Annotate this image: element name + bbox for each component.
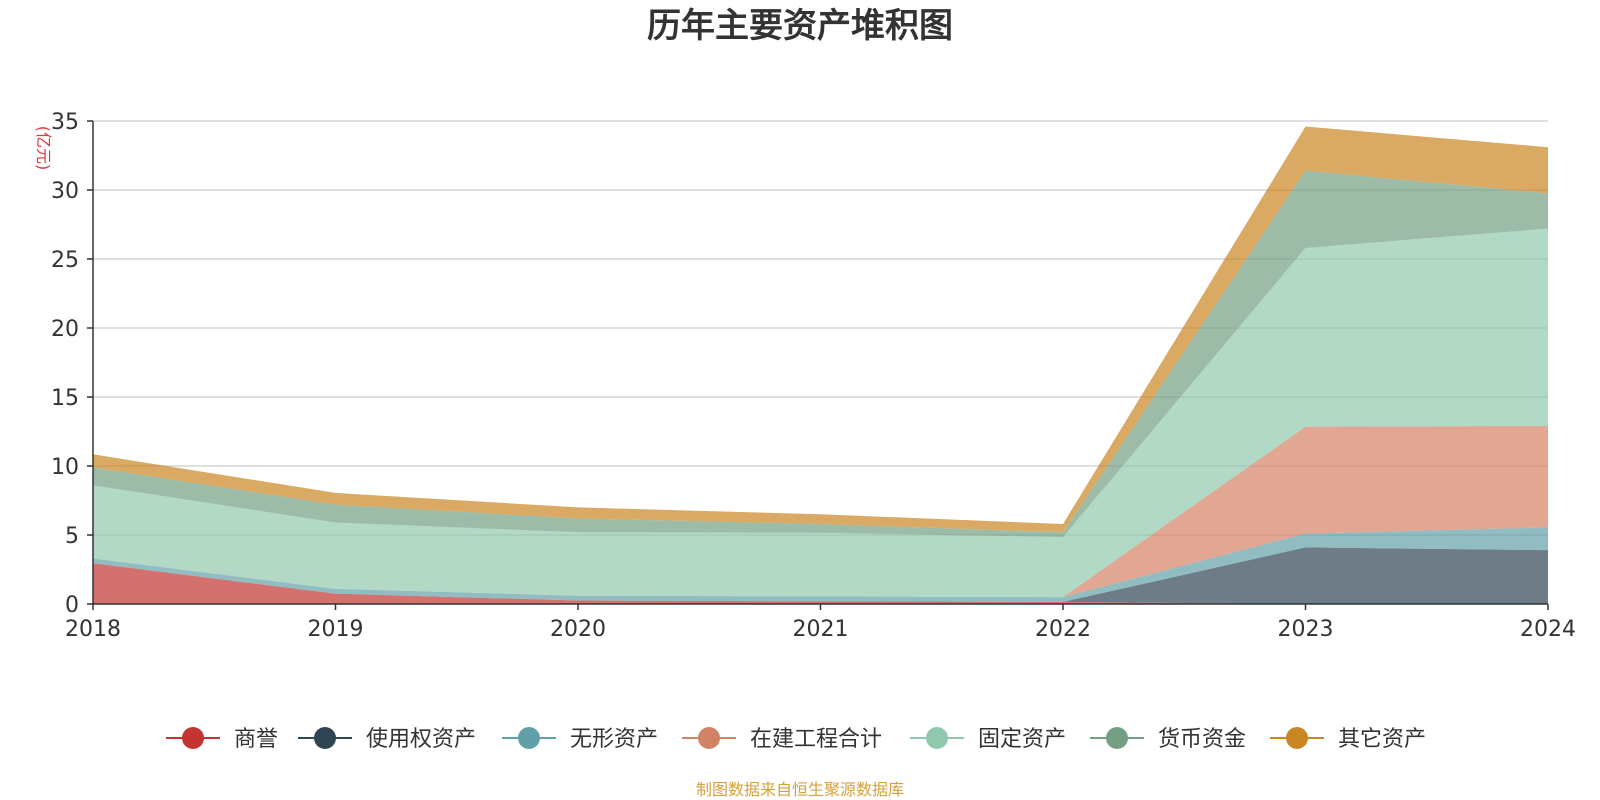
- x-tick-label: 2018: [65, 617, 121, 642]
- y-tick-label: 10: [51, 455, 79, 480]
- x-tick-label: 2021: [793, 617, 849, 642]
- legend-circle-marker: [698, 727, 720, 749]
- x-tick-label: 2019: [308, 617, 364, 642]
- legend-item-1[interactable]: 使用权资产: [298, 727, 476, 752]
- area-series-2: [93, 527, 1548, 602]
- x-tick-label: 2022: [1035, 617, 1091, 642]
- area-series-1: [93, 547, 1548, 604]
- axes: 0 5 10 15 20 25 30 35 2018 2019 2020 2021 2022 2023 20…: [51, 110, 1576, 642]
- legend-label: 使用权资产: [366, 727, 476, 752]
- legend-circle-marker: [1106, 727, 1128, 749]
- legend-label: 在建工程合计: [750, 727, 882, 752]
- legend: 商誉 使用权资产 无形资产 在建工程合计 固定资产 货币资金 其它资产: [166, 727, 1426, 752]
- area-series-4: [93, 228, 1548, 598]
- legend-item-4[interactable]: 固定资产: [910, 727, 1066, 752]
- legend-circle-marker: [182, 727, 204, 749]
- y-tick-label: 35: [51, 110, 79, 135]
- legend-label: 商誉: [234, 727, 278, 752]
- legend-item-2[interactable]: 无形资产: [502, 727, 658, 752]
- chart-title: 历年主要资产堆积图: [647, 6, 953, 46]
- legend-item-5[interactable]: 货币资金: [1090, 727, 1246, 752]
- legend-circle-marker: [314, 727, 336, 749]
- legend-label: 其它资产: [1338, 727, 1426, 752]
- legend-circle-marker: [1286, 727, 1308, 749]
- area-series-6: [93, 126, 1548, 533]
- legend-label: 无形资产: [570, 727, 658, 752]
- y-tick-label: 30: [51, 179, 79, 204]
- legend-circle-marker: [926, 727, 948, 749]
- x-tick-label: 2023: [1278, 617, 1334, 642]
- legend-item-3[interactable]: 在建工程合计: [682, 727, 882, 752]
- y-tick-label: 5: [65, 524, 79, 549]
- data-source-note: 制图数据来自恒生聚源数据库: [696, 780, 904, 799]
- x-tick-label: 2024: [1520, 617, 1576, 642]
- legend-item-6[interactable]: 其它资产: [1270, 727, 1426, 752]
- legend-label: 固定资产: [978, 727, 1066, 752]
- legend-label: 货币资金: [1158, 727, 1246, 752]
- area-series-3: [93, 425, 1548, 598]
- y-tick-label: 20: [51, 317, 79, 342]
- legend-circle-marker: [518, 727, 540, 749]
- area-series-5: [93, 170, 1548, 538]
- y-tick-label: 15: [51, 386, 79, 411]
- y-tick-label: 0: [65, 593, 79, 618]
- x-tick-label: 2020: [550, 617, 606, 642]
- y-tick-label: 25: [51, 248, 79, 273]
- area-series-0: [93, 563, 1548, 604]
- y-axis-unit-label: (亿元): [34, 126, 53, 171]
- legend-item-0[interactable]: 商誉: [166, 727, 278, 752]
- stacked-areas: [93, 126, 1548, 604]
